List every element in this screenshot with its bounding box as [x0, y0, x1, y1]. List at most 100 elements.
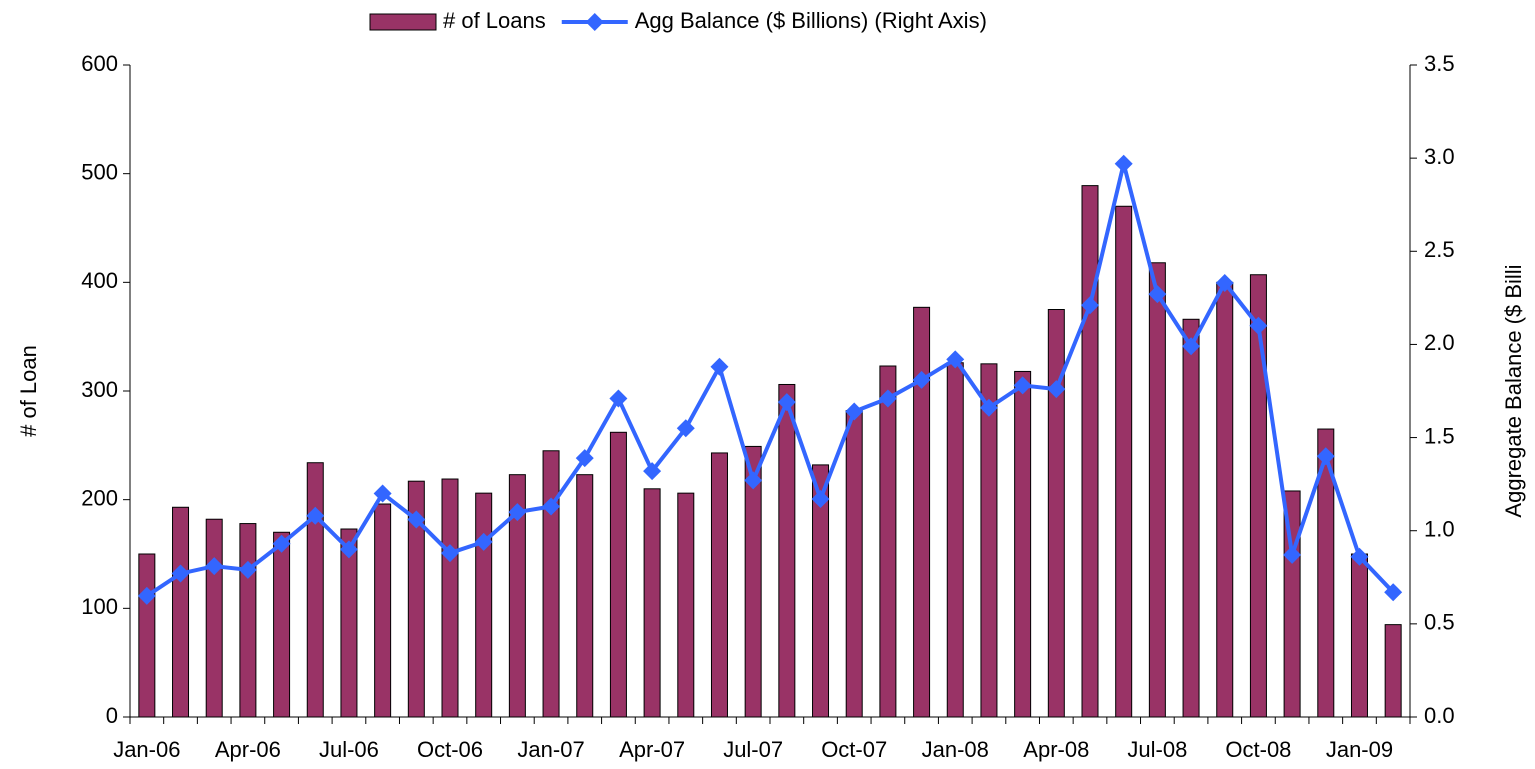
x-tick-label: Jul-06 — [319, 737, 379, 762]
marker — [542, 497, 561, 516]
x-tick-label: Jan-08 — [922, 737, 989, 762]
marker — [1047, 380, 1066, 399]
marker — [744, 471, 763, 490]
x-tick-label: Jan-06 — [113, 737, 180, 762]
y2-tick-label: 0.5 — [1424, 610, 1455, 635]
y2-tick-label: 2.5 — [1424, 237, 1455, 262]
marker — [575, 449, 594, 468]
bar — [913, 306, 931, 718]
bar — [643, 488, 661, 718]
bar — [273, 531, 291, 718]
marker — [339, 540, 358, 559]
bar — [980, 363, 998, 718]
x-tick-label: Oct-07 — [821, 737, 887, 762]
marker — [407, 510, 426, 529]
marker — [1081, 296, 1099, 315]
bar — [744, 445, 762, 718]
marker — [1283, 545, 1302, 564]
bar — [1216, 281, 1234, 718]
bar — [306, 462, 324, 718]
bar — [1115, 205, 1133, 718]
marker — [946, 350, 965, 369]
bar — [374, 503, 392, 718]
y2-tick-label: 1.0 — [1424, 517, 1455, 542]
bar — [677, 492, 695, 718]
marker — [979, 398, 998, 417]
legend-marker — [585, 13, 604, 31]
marker — [1182, 337, 1201, 356]
legend-label: # of Loans — [443, 8, 546, 33]
marker — [441, 544, 459, 563]
marker — [205, 557, 224, 576]
marker — [845, 402, 864, 421]
bar — [1081, 185, 1099, 718]
marker — [1350, 547, 1369, 566]
x-tick-label: Oct-06 — [417, 737, 483, 762]
marker — [1013, 376, 1032, 395]
bar — [340, 528, 358, 718]
y2-tick-label: 3.5 — [1424, 51, 1455, 76]
x-tick-label: Jan-07 — [517, 737, 584, 762]
marker — [1316, 447, 1335, 466]
y2-tick-label: 1.5 — [1424, 423, 1455, 448]
y2-tick-label: 2.0 — [1424, 330, 1455, 355]
y-tick-label: 300 — [81, 377, 118, 402]
bar — [172, 506, 190, 718]
marker — [710, 357, 729, 376]
marker — [508, 503, 527, 522]
y-axis-label: # of Loan — [16, 345, 41, 437]
bar — [946, 362, 964, 718]
x-tick-label: Apr-07 — [619, 737, 685, 762]
bar — [205, 518, 223, 718]
bar — [845, 410, 863, 718]
bar — [475, 492, 493, 718]
marker — [1249, 316, 1268, 335]
bar — [1182, 318, 1200, 718]
line — [145, 163, 1395, 598]
bar — [576, 474, 594, 718]
y-tick-label: 100 — [81, 594, 118, 619]
bar — [1047, 309, 1065, 718]
bar — [542, 450, 560, 718]
marker — [811, 490, 830, 509]
bar — [441, 478, 459, 718]
marker — [878, 389, 897, 408]
bar — [1384, 624, 1402, 718]
marker — [373, 484, 392, 503]
marker — [1148, 285, 1167, 304]
marker — [238, 560, 257, 579]
y-tick-label: 500 — [81, 159, 118, 184]
bar — [1014, 370, 1032, 718]
bar — [1148, 262, 1166, 718]
x-tick-label: Oct-08 — [1225, 737, 1291, 762]
bar — [1249, 274, 1267, 718]
marker — [474, 532, 493, 551]
marker — [609, 389, 628, 408]
x-tick-label: Jan-09 — [1326, 737, 1393, 762]
bar — [812, 464, 830, 718]
marker — [912, 370, 931, 389]
y2-tick-label: 0.0 — [1424, 703, 1455, 728]
marker — [1215, 273, 1234, 292]
y2-axis-label: Aggregate Balance ($ Billi — [1501, 264, 1526, 517]
y-tick-label: 400 — [81, 268, 118, 293]
bar — [239, 523, 257, 718]
marker — [1384, 583, 1403, 602]
y2-tick-label: 3.0 — [1424, 144, 1455, 169]
bar — [609, 431, 627, 718]
x-tick-label: Apr-06 — [215, 737, 281, 762]
bar — [508, 474, 526, 718]
y-tick-label: 600 — [81, 51, 118, 76]
bar — [1350, 553, 1368, 718]
bar — [138, 553, 156, 718]
marker — [777, 393, 796, 412]
y-tick-label: 0 — [106, 703, 118, 728]
bar — [1317, 428, 1335, 718]
x-tick-label: Apr-08 — [1023, 737, 1089, 762]
bar — [710, 452, 728, 718]
y-tick-label: 200 — [81, 485, 118, 510]
bar — [879, 365, 897, 718]
bar — [778, 383, 796, 718]
x-tick-label: Jul-07 — [723, 737, 783, 762]
